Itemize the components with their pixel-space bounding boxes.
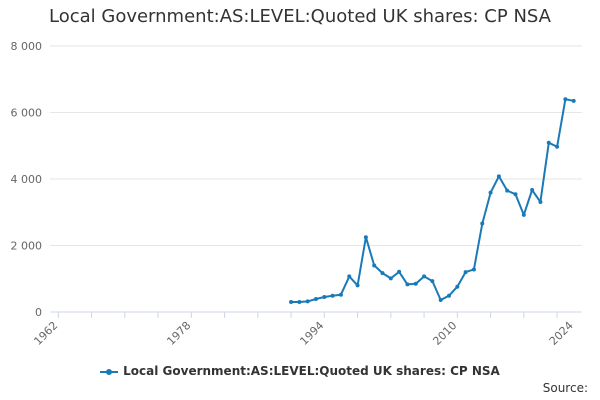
data-point[interactable] (347, 274, 352, 279)
source-label: Source: (542, 381, 588, 395)
data-point[interactable] (571, 98, 576, 103)
data-point[interactable] (430, 279, 435, 284)
data-point[interactable] (447, 293, 451, 298)
data-point[interactable] (380, 271, 385, 276)
data-point[interactable] (338, 292, 343, 297)
data-point[interactable] (505, 188, 510, 193)
x-tick-label: 2024 (547, 319, 576, 348)
data-point[interactable] (496, 174, 501, 179)
data-point[interactable] (305, 299, 310, 304)
data-point[interactable] (480, 221, 485, 226)
plot-area (289, 97, 576, 305)
legend-marker-icon (106, 368, 113, 375)
data-point[interactable] (538, 199, 543, 204)
chart-title: Local Government:AS:LEVEL:Quoted UK shar… (49, 6, 551, 27)
data-point[interactable] (513, 192, 518, 197)
data-point[interactable] (289, 300, 294, 305)
y-tick-label: 6 000 (11, 107, 43, 120)
data-point[interactable] (563, 97, 568, 102)
data-point[interactable] (438, 298, 443, 303)
y-tick-label: 8 000 (11, 40, 43, 53)
x-tick-label: 1994 (297, 319, 326, 348)
data-point[interactable] (530, 187, 535, 192)
x-tick-label: 2010 (430, 319, 459, 348)
data-point[interactable] (521, 212, 526, 217)
data-point[interactable] (372, 263, 377, 268)
data-point[interactable] (455, 284, 460, 289)
data-point[interactable] (555, 144, 560, 149)
series-line (291, 98, 574, 303)
grid-lines (50, 45, 582, 246)
y-tick-label: 0 (35, 306, 42, 319)
data-point[interactable] (471, 267, 476, 272)
y-tick-label: 4 000 (11, 173, 43, 186)
x-tick-label: 1962 (31, 319, 60, 348)
data-point[interactable] (413, 281, 418, 286)
y-tick-label: 2 000 (11, 240, 43, 253)
x-tick-label: 1978 (164, 319, 193, 348)
x-axis: 1962 1978 1994 2010 2024 (31, 311, 582, 348)
data-point[interactable] (314, 297, 318, 302)
data-point[interactable] (463, 270, 468, 275)
data-point[interactable] (355, 283, 360, 288)
y-axis: 0 2 000 4 000 6 000 8 000 (11, 40, 43, 319)
data-point[interactable] (546, 140, 551, 145)
legend-line-icon (100, 368, 119, 375)
data-point[interactable] (397, 269, 402, 274)
data-point[interactable] (388, 276, 393, 281)
data-point[interactable] (488, 190, 493, 195)
data-point[interactable] (363, 235, 368, 240)
data-point[interactable] (330, 293, 335, 298)
legend-label: Local Government:AS:LEVEL:Quoted UK shar… (123, 364, 500, 378)
legend[interactable]: Local Government:AS:LEVEL:Quoted UK shar… (0, 364, 600, 378)
data-point[interactable] (297, 300, 302, 305)
data-point[interactable] (405, 282, 410, 287)
data-point[interactable] (322, 295, 327, 300)
data-point[interactable] (422, 274, 427, 279)
